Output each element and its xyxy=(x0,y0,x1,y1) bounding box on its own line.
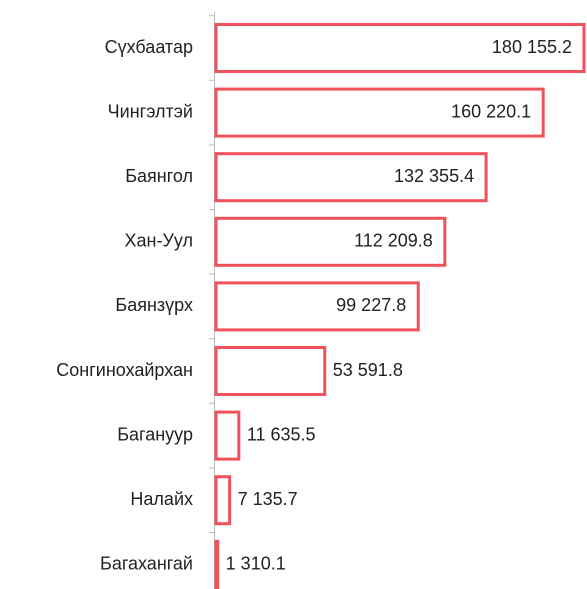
bar xyxy=(214,23,586,73)
category-label: Чингэлтэй xyxy=(108,101,193,121)
category-label: Багахангай xyxy=(100,554,193,574)
bar xyxy=(214,281,420,332)
category-label: Сүхбаатар xyxy=(105,37,193,57)
bar xyxy=(214,216,447,267)
bar xyxy=(214,539,220,589)
category-label: Багануур xyxy=(117,424,193,444)
category-label: Баянзүрх xyxy=(115,295,193,315)
value-label: 180 155.2 xyxy=(492,37,572,57)
category-label: Баянгол xyxy=(125,166,193,186)
bar xyxy=(214,152,488,203)
value-label: 160 220.1 xyxy=(451,101,531,121)
value-label: 53 591.8 xyxy=(333,360,403,380)
value-label: 11 635.5 xyxy=(247,424,316,444)
value-label: 112 209.8 xyxy=(354,231,433,251)
value-label: 1 310.1 xyxy=(226,554,286,574)
category-label: Хан-Уул xyxy=(125,231,194,251)
bar xyxy=(214,87,545,138)
category-label: Сонгинохайрхан xyxy=(56,360,193,380)
value-label: 132 355.4 xyxy=(394,166,474,186)
bar xyxy=(214,346,327,396)
bar xyxy=(214,475,232,526)
bar xyxy=(214,410,241,461)
value-label: 99 227.8 xyxy=(336,295,406,315)
value-label: 7 135.7 xyxy=(238,489,298,509)
category-label: Налайх xyxy=(130,489,193,509)
